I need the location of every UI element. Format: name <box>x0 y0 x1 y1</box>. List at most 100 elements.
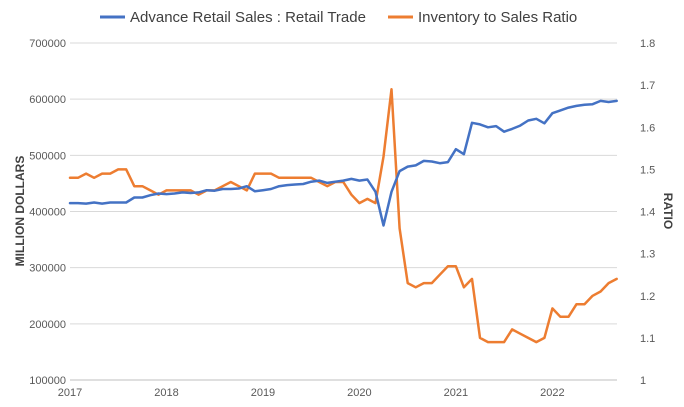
y2-axis-title: RATIO <box>661 193 675 229</box>
y2-tick-label: 1.3 <box>640 249 655 261</box>
retail-point <box>431 160 433 163</box>
ratio-point <box>559 316 562 318</box>
x-tick-label: 2022 <box>540 387 564 399</box>
ratio-point <box>519 332 521 335</box>
x-tick-label: 2019 <box>251 387 275 399</box>
series-layer <box>68 88 618 344</box>
ratio-point <box>439 273 441 276</box>
gridlines <box>70 42 617 325</box>
ratio-point <box>85 172 87 175</box>
retail-point <box>567 106 570 109</box>
ratio-point <box>93 177 95 179</box>
retail-point <box>310 180 313 183</box>
ratio-point <box>310 177 313 179</box>
ratio-point <box>503 341 505 343</box>
retail-point <box>334 180 337 183</box>
ratio-point <box>109 172 111 175</box>
y-tick-label: 600000 <box>29 94 66 106</box>
ratio-point <box>390 88 393 91</box>
ratio-point <box>414 286 417 289</box>
retail-point <box>133 196 136 199</box>
y2-tick-label: 1 <box>640 375 646 387</box>
y-tick-label: 300000 <box>29 263 66 275</box>
ratio-point <box>366 198 369 200</box>
ratio-point <box>591 295 594 297</box>
ratio-point <box>471 278 473 280</box>
ratio-point <box>181 189 184 192</box>
y-tick-label: 400000 <box>29 207 66 219</box>
retail-point <box>238 187 240 190</box>
ratio-point <box>69 177 71 179</box>
ratio-point <box>374 202 377 204</box>
retail-point <box>326 182 329 184</box>
ratio-point <box>77 177 79 179</box>
retail-point <box>543 122 546 125</box>
ratio-point <box>230 181 232 183</box>
ratio-point <box>125 168 127 171</box>
retail-point <box>101 202 103 205</box>
y2-tick-label: 1.6 <box>640 122 655 134</box>
retail-point <box>270 188 272 190</box>
ticks-layer: 100000 200000 300000 400000 500000 600000 7000… <box>29 38 655 399</box>
y2-tick-label: 1.4 <box>640 207 655 219</box>
legend: Advance Retail Sales : Retail Trade Inve… <box>100 9 577 26</box>
retail-point <box>374 191 377 193</box>
ratio-point <box>165 189 168 192</box>
ratio-point <box>326 185 329 187</box>
ratio-point <box>294 177 296 179</box>
retail-point <box>294 183 296 186</box>
ratio-point <box>398 227 401 230</box>
ratio-point <box>133 185 136 187</box>
y2-tick-label: 1.8 <box>640 38 655 50</box>
retail-point <box>463 153 465 155</box>
retail-point <box>278 185 280 187</box>
y-axis-title: MILLION DOLLARS <box>13 156 27 267</box>
retail-point <box>471 122 473 124</box>
retail-point <box>93 201 95 204</box>
ratio-point <box>141 185 144 187</box>
retail-point <box>117 201 119 204</box>
retail-point <box>487 126 489 129</box>
ratio-point <box>423 282 425 284</box>
retail-point <box>575 105 578 107</box>
ratio-point <box>197 193 200 196</box>
retail-point <box>77 202 79 204</box>
ratio-point <box>431 282 433 284</box>
retail-point <box>503 130 505 133</box>
retail-point <box>141 196 144 199</box>
retail-point <box>414 164 417 167</box>
retail-point <box>511 128 513 130</box>
retail-point <box>535 118 538 120</box>
ratio-point <box>406 282 409 284</box>
ratio-point <box>607 282 610 284</box>
y-tick-label: 500000 <box>29 150 66 162</box>
y2-tick-label: 1.7 <box>640 80 655 92</box>
ratio-point <box>270 172 272 175</box>
ratio-point <box>535 341 538 343</box>
ratio-point <box>221 185 224 187</box>
retail-point <box>221 188 224 190</box>
retail-point <box>157 192 160 195</box>
ratio-point <box>463 286 465 289</box>
y2-tick-label: 1.2 <box>640 291 655 303</box>
retail-point <box>213 189 216 192</box>
legend-label-ratio: Inventory to Sales Ratio <box>418 9 577 26</box>
ratio-point <box>487 341 489 343</box>
retail-point <box>447 161 449 163</box>
ratio-point <box>543 337 546 339</box>
y2-tick-label: 1.5 <box>640 164 655 176</box>
retail-point <box>382 224 385 227</box>
retail-point <box>519 124 521 127</box>
retail-point <box>318 179 321 182</box>
retail-point <box>455 148 457 150</box>
ratio-point <box>302 177 305 179</box>
ratio-point <box>447 265 449 268</box>
retail-point <box>165 193 168 195</box>
legend-label-retail: Advance Retail Sales : Retail Trade <box>130 9 366 26</box>
x-tick-label: 2017 <box>58 387 82 399</box>
retail-point <box>366 178 369 181</box>
retail-point <box>615 100 618 102</box>
retail-point <box>197 191 200 194</box>
retail-point <box>439 162 441 164</box>
retail-point <box>398 170 401 172</box>
